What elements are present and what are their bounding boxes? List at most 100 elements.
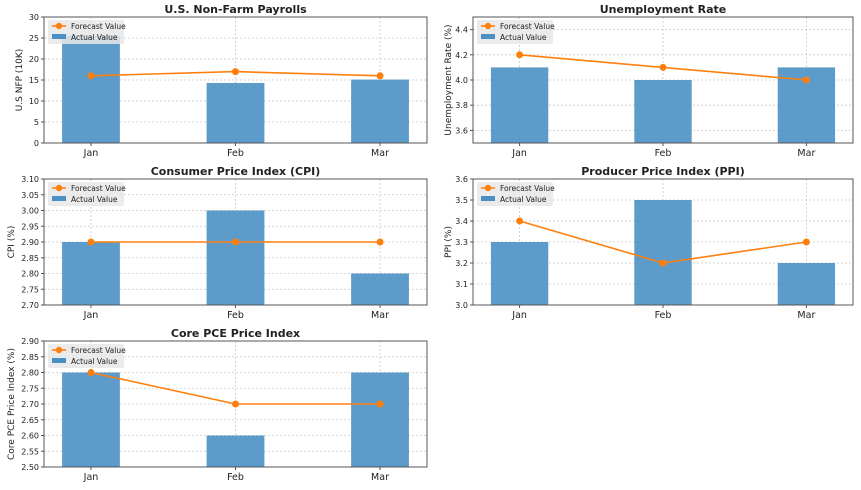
forecast-point-jan	[87, 72, 95, 80]
ytick-label: 3.1	[455, 280, 468, 289]
xtick-label: Feb	[655, 148, 672, 159]
bar-mar	[351, 79, 409, 143]
legend: Forecast Value Actual Value	[477, 182, 555, 206]
bar-feb	[206, 82, 265, 143]
legend-label-actual: Actual Value	[71, 33, 118, 42]
bar-feb	[634, 80, 692, 143]
ytick-label: 2.75	[21, 285, 39, 294]
chart-title: Producer Price Index (PPI)	[581, 165, 745, 178]
forecast-point-mar	[802, 238, 810, 246]
legend-label-actual: Actual Value	[500, 33, 547, 42]
xtick-label: Jan	[83, 148, 99, 159]
legend-label-forecast: Forecast Value	[71, 346, 126, 355]
ytick-label: 2.95	[21, 222, 39, 231]
legend-box	[48, 20, 124, 44]
xtick-label: Jan	[83, 310, 99, 321]
xtick-label: Feb	[655, 310, 672, 321]
bar-jan	[490, 242, 549, 305]
bar-mar	[777, 263, 836, 305]
ytick-label: 2.90	[21, 337, 39, 346]
ytick-label: 3.05	[21, 191, 39, 200]
bar-jan	[62, 242, 120, 305]
xtick-label: Jan	[83, 472, 99, 483]
legend-bar-swatch	[481, 196, 495, 201]
bar-feb	[206, 435, 265, 467]
ytick-label: 3.5	[455, 196, 468, 205]
xtick-label: Mar	[371, 472, 389, 483]
chart-title: Core PCE Price Index	[171, 327, 300, 340]
forecast-point-jan	[516, 217, 524, 225]
ytick-label: 2.85	[21, 254, 39, 263]
legend-box	[477, 20, 553, 44]
ytick-label: 4.4	[455, 26, 468, 35]
ytick-label: 3.6	[455, 126, 468, 135]
legend-label-forecast: Forecast Value	[71, 184, 126, 193]
legend: Forecast Value Actual Value	[48, 344, 126, 368]
ytick-label: 2.55	[21, 447, 39, 456]
forecast-point-jan	[516, 51, 524, 59]
forecast-point-feb	[232, 68, 239, 76]
xtick-label: Mar	[797, 310, 815, 321]
ytick-label: 3.00	[21, 207, 39, 216]
ytick-label: 2.80	[21, 369, 39, 378]
chart-title: Unemployment Rate	[600, 3, 727, 16]
ytick-label: 20	[29, 55, 39, 64]
y-axis-label: Unemployment Rate (%)	[444, 24, 454, 135]
forecast-point-jan	[87, 238, 95, 246]
xtick-label: Jan	[511, 310, 527, 321]
chart-3: 3.0 3.1 3.2 3.3 3.4 3.5 3.6 Jan Feb Mar Producer P…	[444, 165, 854, 321]
legend-bar-swatch	[52, 34, 66, 39]
ytick-label: 2.85	[21, 353, 39, 362]
bar-jan	[62, 372, 120, 467]
legend-marker	[55, 22, 63, 30]
legend-label-actual: Actual Value	[500, 195, 547, 204]
ytick-label: 2.75	[21, 384, 39, 393]
legend-label-actual: Actual Value	[71, 357, 118, 366]
bar-mar	[351, 372, 409, 467]
legend-bar-swatch	[52, 358, 66, 363]
chart-1: 3.6 3.8 4.0 4.2 4.4 Jan Feb Mar Unemployment Rat…	[444, 3, 854, 159]
ytick-label: 3.2	[455, 259, 468, 268]
chart-4: 2.50 2.55 2.60 2.65 2.70 2.75 2.80 2.85 2.90 Jan F…	[7, 327, 428, 483]
xtick-label: Feb	[227, 148, 244, 159]
ytick-label: 3.10	[21, 175, 39, 184]
forecast-point-feb	[659, 259, 667, 267]
forecast-point-mar	[376, 72, 384, 80]
legend: Forecast Value Actual Value	[48, 182, 126, 206]
legend-marker	[55, 346, 63, 354]
legend-marker	[484, 184, 492, 192]
legend-box	[477, 182, 553, 206]
xtick-label: Feb	[227, 472, 244, 483]
legend-bar-swatch	[481, 34, 495, 39]
xtick-label: Feb	[227, 310, 244, 321]
xtick-label: Mar	[371, 148, 389, 159]
legend-label-actual: Actual Value	[71, 195, 118, 204]
ytick-label: 3.0	[455, 301, 468, 310]
xtick-label: Mar	[797, 148, 815, 159]
ytick-label: 5	[34, 118, 39, 127]
legend-box	[48, 344, 124, 368]
ytick-label: 3.6	[455, 175, 468, 184]
ytick-label: 4.0	[455, 76, 468, 85]
forecast-point-mar	[376, 400, 384, 408]
forecast-point-mar	[376, 238, 384, 246]
bar-jan	[62, 35, 120, 144]
ytick-label: 2.70	[21, 400, 39, 409]
legend-bar-swatch	[52, 196, 66, 201]
chart-title: Consumer Price Index (CPI)	[151, 165, 321, 178]
ytick-label: 3.4	[455, 217, 468, 226]
legend-marker	[55, 184, 63, 192]
legend-box	[48, 182, 124, 206]
chart-0: 0 5 10 15 20 25 30 Jan Feb Mar U.S. Non-Farm Payro…	[15, 3, 428, 159]
ytick-label: 10	[29, 97, 39, 106]
ytick-label: 2.80	[21, 270, 39, 279]
ytick-label: 3.8	[455, 101, 468, 110]
ytick-label: 2.60	[21, 432, 39, 441]
bar-feb	[206, 210, 265, 305]
y-axis-label: CPI (%)	[7, 226, 17, 259]
y-axis-label: U.S NFP (10K)	[15, 49, 25, 112]
y-axis-label: Core PCE Price Index (%)	[7, 348, 17, 460]
xtick-label: Jan	[511, 148, 527, 159]
ytick-label: 30	[29, 13, 39, 22]
